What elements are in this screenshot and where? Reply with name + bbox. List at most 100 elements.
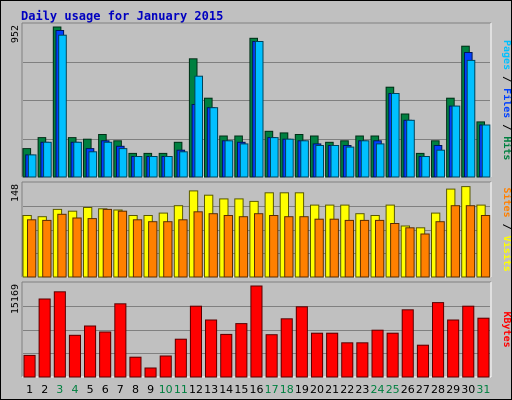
- bar-sites-day-23: [359, 219, 370, 278]
- bar-pages-day-16: [254, 41, 264, 178]
- bar-sites: [299, 216, 309, 278]
- bar-pages: [315, 145, 324, 178]
- x-tick-label: 17: [265, 383, 279, 396]
- bar-kbytes-day-12: [189, 305, 202, 378]
- bar-kbytes: [189, 305, 202, 378]
- bar-pages: [375, 143, 385, 178]
- bar-kbytes: [159, 355, 172, 378]
- bar-sites-day-22: [344, 219, 355, 278]
- x-tick-label: 21: [325, 383, 339, 396]
- bar-sites: [254, 213, 264, 278]
- bar-sites-day-21: [329, 218, 339, 278]
- bar-sites: [42, 219, 52, 278]
- bar-kbytes-day-17: [265, 334, 278, 378]
- bar-kbytes-day-21: [326, 332, 339, 378]
- bar-kbytes: [53, 291, 66, 378]
- bar-sites-day-7: [117, 210, 128, 278]
- bar-sites: [57, 213, 67, 278]
- bar-kbytes: [386, 332, 399, 378]
- bar-sites: [163, 221, 173, 278]
- bar-pages: [239, 143, 249, 178]
- bar-sites-day-15: [238, 216, 249, 278]
- axis-legend-part: Hits: [501, 136, 511, 160]
- bar-sites-day-29: [450, 205, 461, 278]
- bar-kbytes-day-13: [205, 319, 218, 378]
- axis-legend-part: /: [501, 118, 511, 136]
- bar-pages-day-19: [300, 140, 309, 178]
- bar-sites: [375, 219, 385, 278]
- bar-kbytes-day-22: [341, 342, 354, 378]
- x-tick-label: 23: [355, 383, 369, 396]
- bar-sites: [480, 215, 491, 278]
- bar-sites-day-13: [208, 213, 218, 278]
- bar-kbytes-day-4: [68, 334, 82, 378]
- bar-pages: [481, 124, 491, 178]
- x-tick-label: 30: [461, 383, 475, 396]
- bar-pages-day-4: [73, 141, 82, 178]
- bar-pages: [436, 149, 445, 178]
- x-tick-label: 6: [102, 383, 109, 396]
- bar-sites-day-5: [87, 218, 97, 278]
- bar-pages-day-30: [466, 59, 476, 178]
- bar-kbytes: [129, 356, 142, 378]
- bar-sites: [193, 211, 203, 278]
- bar-kbytes: [265, 334, 278, 378]
- bar-pages-day-21: [330, 145, 340, 178]
- bar-kbytes: [341, 342, 354, 378]
- bar-pages-day-15: [239, 143, 249, 178]
- bar-sites: [87, 218, 97, 278]
- bar-kbytes: [401, 309, 414, 378]
- bar-sites: [435, 221, 445, 278]
- bar-kbytes: [371, 329, 384, 378]
- bar-sites: [27, 219, 37, 278]
- bar-kbytes-day-19: [295, 306, 308, 378]
- bar-pages-day-29: [451, 105, 461, 178]
- bar-pages: [194, 75, 203, 178]
- x-tick-label: 20: [310, 383, 324, 396]
- bar-kbytes: [462, 305, 475, 378]
- bar-sites: [72, 217, 82, 278]
- bar-kbytes-day-24: [371, 329, 384, 378]
- bar-sites-day-20: [314, 218, 324, 278]
- axis-legend-label: Pages / Files / Hits: [501, 40, 511, 160]
- bar-kbytes: [114, 303, 127, 378]
- bar-kbytes: [220, 333, 233, 378]
- bar-pages-day-2: [43, 141, 52, 178]
- bar-kbytes-day-30: [462, 305, 475, 378]
- bar-sites-day-8: [132, 219, 143, 278]
- axis-legend-part: /: [501, 70, 511, 88]
- bar-sites-day-2: [42, 219, 52, 278]
- bar-sites-day-14: [223, 215, 233, 278]
- bar-sites-day-19: [299, 216, 309, 278]
- bar-kbytes: [311, 332, 324, 378]
- x-tick-label: 15: [234, 383, 248, 396]
- x-tick-label: 26: [401, 383, 415, 396]
- bar-sites-day-11: [178, 219, 188, 278]
- bar-kbytes-day-5: [84, 325, 97, 378]
- x-tick-label: 25: [386, 383, 400, 396]
- bar-pages: [103, 141, 113, 178]
- bar-kbytes-day-9: [144, 367, 157, 378]
- bar-sites-day-18: [284, 216, 294, 278]
- bar-sites-day-28: [435, 221, 445, 278]
- bar-sites: [390, 223, 400, 278]
- bar-sites: [223, 215, 233, 278]
- chart-title: Daily usage for January 2015: [21, 9, 224, 23]
- bar-sites-day-17: [269, 215, 279, 278]
- bar-kbytes: [205, 319, 218, 378]
- bar-sites-day-30: [465, 205, 476, 278]
- bar-pages: [391, 93, 400, 178]
- bar-sites-day-1: [27, 219, 37, 278]
- bar-pages-day-13: [209, 107, 219, 178]
- bar-pages-day-31: [481, 124, 491, 178]
- bar-pages: [270, 137, 279, 178]
- bar-pages-day-12: [194, 75, 203, 178]
- bar-pages-day-8: [133, 156, 143, 178]
- bar-kbytes: [432, 302, 445, 378]
- bar-kbytes: [23, 354, 36, 378]
- bar-sites: [238, 216, 249, 278]
- bar-pages-day-28: [436, 149, 445, 178]
- bar-kbytes: [356, 342, 369, 378]
